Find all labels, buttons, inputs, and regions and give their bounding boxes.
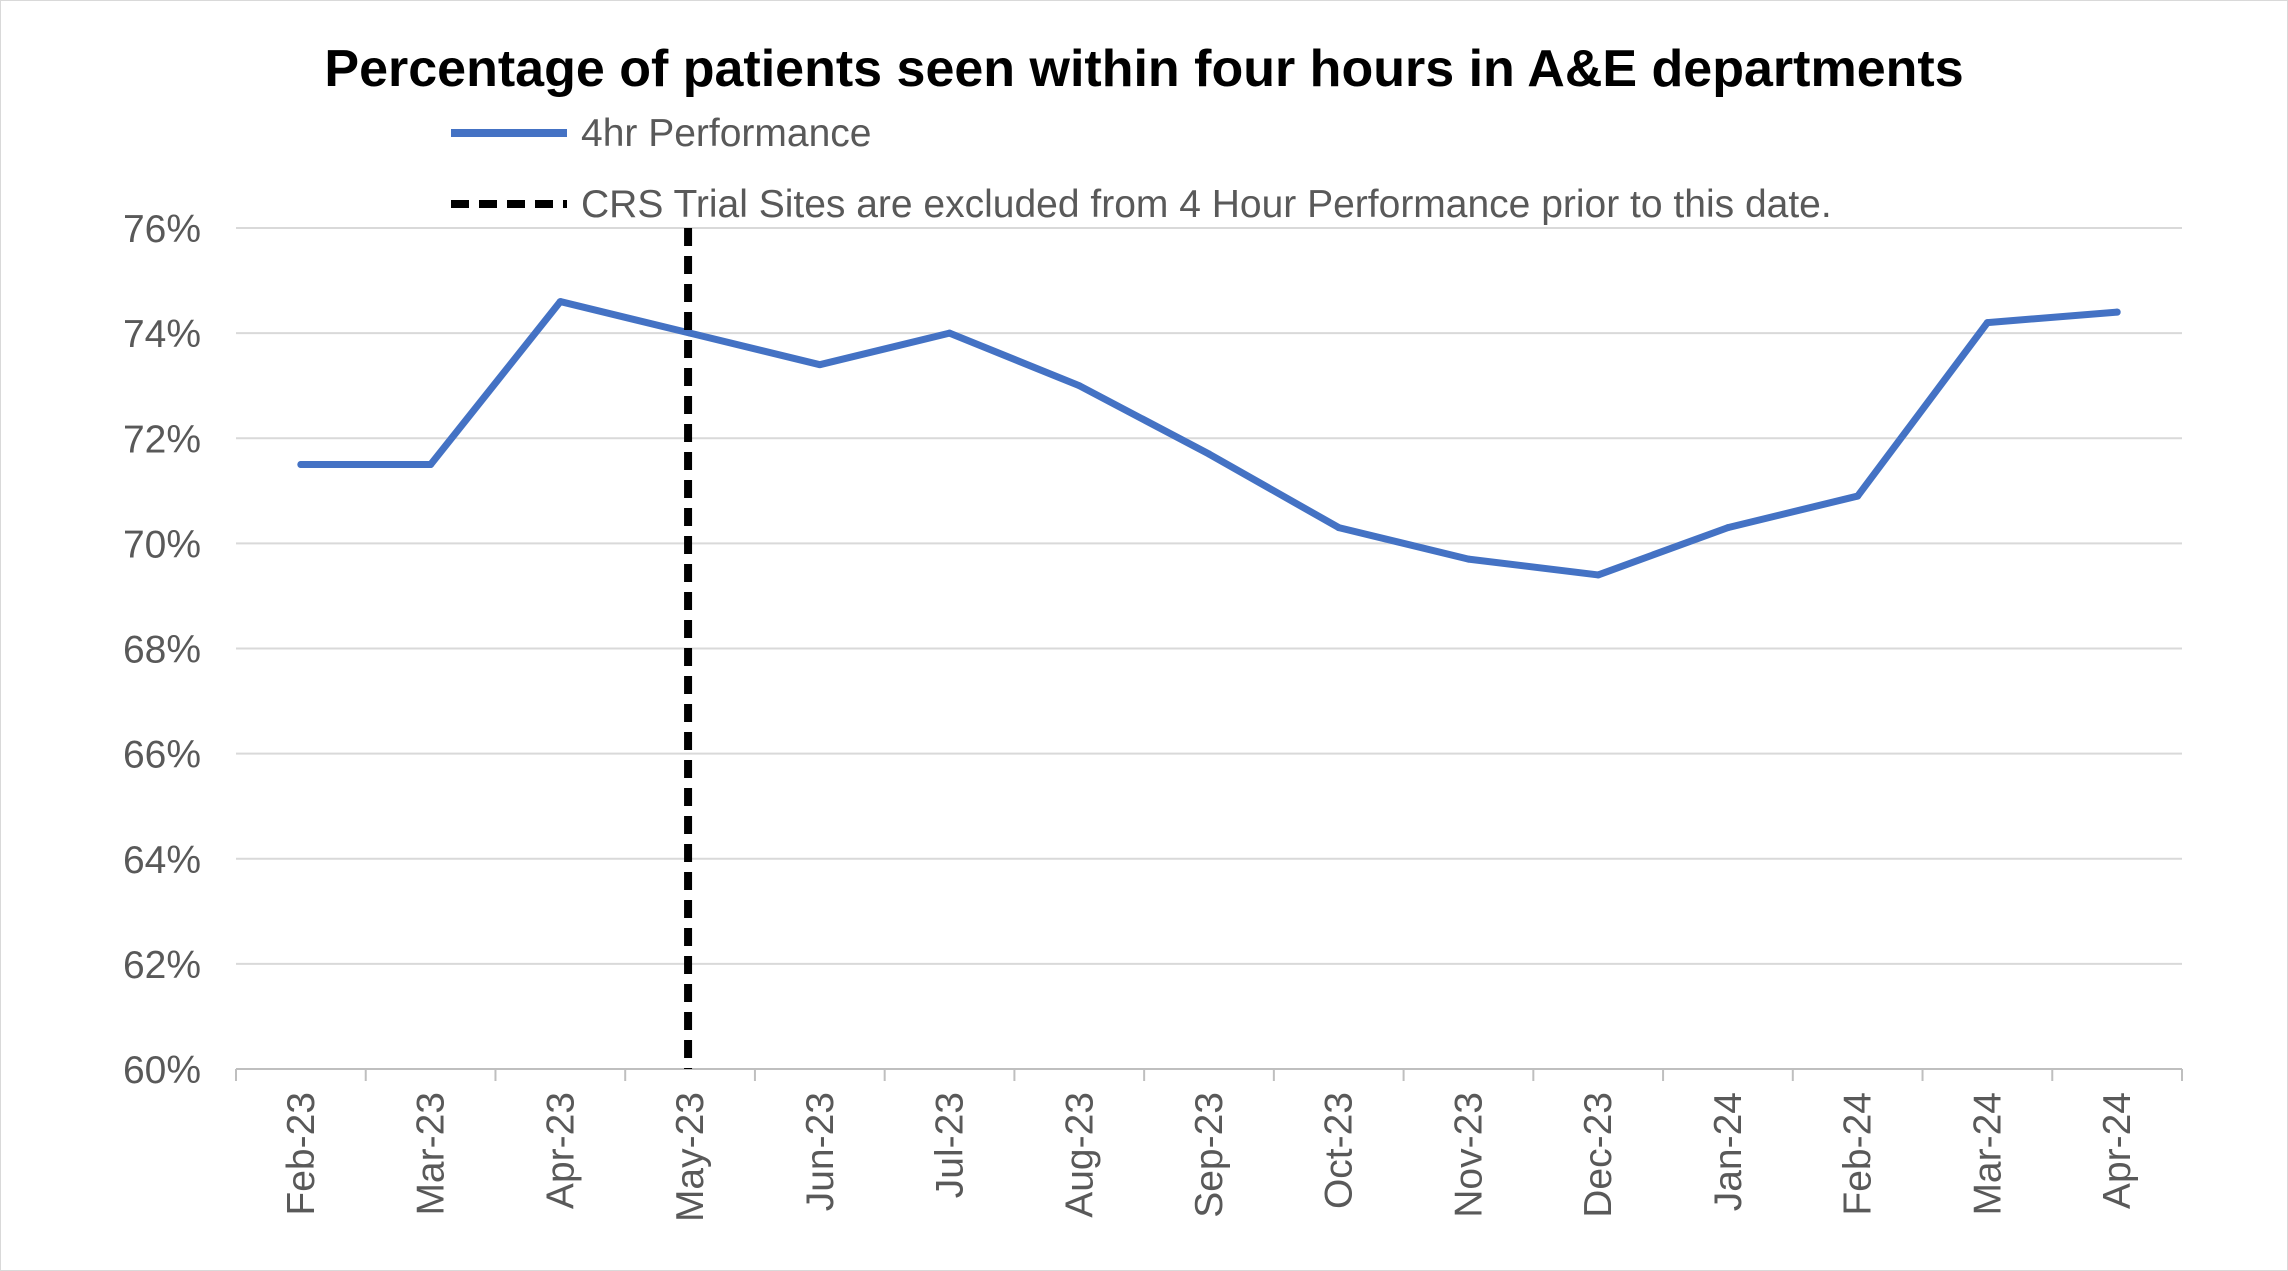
data-point — [1854, 492, 1862, 500]
x-tick-label: Oct-23 — [1318, 1092, 1361, 1209]
x-axis: Feb-23 Mar-23 Apr-23 May-23 Jun-23 Jul-23 Aug-… — [235, 1068, 2183, 1222]
y-tick-label: 72% — [123, 418, 201, 461]
y-tick-label: 66% — [123, 734, 201, 777]
x-tick-label: Sep-23 — [1188, 1092, 1231, 1218]
x-tick-label: Nov-23 — [1447, 1092, 1490, 1218]
data-point — [556, 298, 564, 306]
x-tick-label: Dec-23 — [1577, 1092, 1620, 1218]
gridlines — [236, 227, 2182, 965]
x-tick-label: May-23 — [669, 1092, 712, 1222]
x-tick-label: Mar-23 — [410, 1092, 453, 1216]
legend-label-reference-line: CRS Trial Sites are excluded from 4 Hour… — [581, 183, 1832, 226]
y-tick-label: 74% — [123, 313, 201, 356]
series-layer — [297, 298, 2121, 579]
data-point — [946, 329, 954, 337]
y-tick-label: 60% — [123, 1049, 201, 1092]
x-tick-label: Apr-23 — [539, 1092, 582, 1209]
x-tick-label: Feb-23 — [280, 1092, 323, 1216]
y-tick-label: 68% — [123, 629, 201, 672]
legend: 4hr Performance CRS Trial Sites are excl… — [451, 112, 1832, 226]
y-tick-label: 64% — [123, 839, 201, 882]
data-point — [1335, 524, 1343, 532]
data-point — [2113, 308, 2121, 316]
y-tick-label: 62% — [123, 944, 201, 987]
x-tick-label: Feb-24 — [1837, 1092, 1880, 1216]
y-tick-label: 70% — [123, 523, 201, 566]
x-tick-label: Aug-23 — [1058, 1092, 1101, 1218]
x-tick-label: Mar-24 — [1966, 1092, 2009, 1216]
data-point — [1205, 450, 1213, 458]
x-tick-label: Jun-23 — [799, 1092, 842, 1211]
data-point — [1983, 319, 1991, 327]
data-point — [1464, 555, 1472, 563]
chart-title: Percentage of patients seen within four … — [324, 40, 1963, 98]
data-point — [1724, 524, 1732, 532]
x-tick-label: Apr-24 — [2096, 1092, 2139, 1209]
data-point — [1594, 571, 1602, 579]
y-axis: 60% 62% 64% 66% 68% 70% 72% 74% 76% — [123, 208, 201, 1092]
data-point — [297, 461, 305, 469]
data-point — [816, 361, 824, 369]
x-tick-label: Jul-23 — [929, 1092, 972, 1198]
y-tick-label: 76% — [123, 208, 201, 251]
data-point — [686, 329, 694, 337]
data-point — [1075, 382, 1083, 390]
legend-label-series: 4hr Performance — [581, 112, 871, 155]
data-point — [427, 461, 435, 469]
x-tick-label: Jan-24 — [1707, 1092, 1750, 1211]
